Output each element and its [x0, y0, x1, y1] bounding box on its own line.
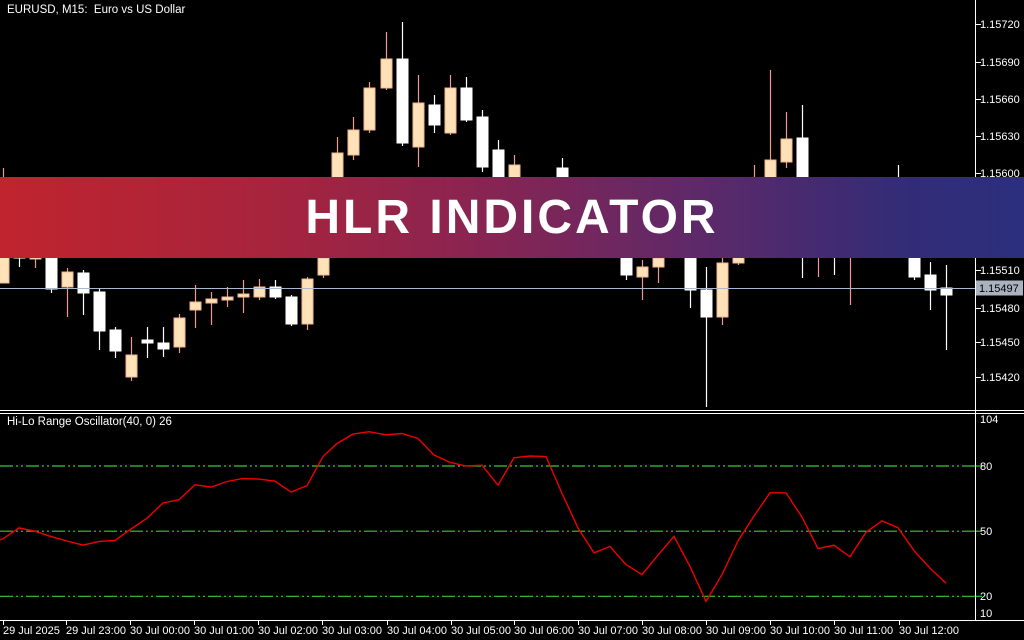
banner-title: HLR INDICATOR: [305, 190, 719, 244]
time-label: 30 Jul 08:00: [642, 625, 702, 637]
candle-bull: [347, 129, 360, 156]
price-label: 1.15420: [980, 372, 1020, 384]
time-label: 30 Jul 09:00: [706, 625, 766, 637]
candle-bear: [476, 116, 489, 168]
candle-bear: [157, 342, 170, 350]
time-label: 30 Jul 00:00: [130, 625, 190, 637]
price-label: 1.15690: [980, 57, 1020, 69]
time-label: 29 Jul 23:00: [66, 625, 126, 637]
oscillator-axis-label: 50: [980, 526, 992, 538]
candle-bear: [109, 329, 122, 352]
candle-bull: [221, 296, 234, 301]
candle-bull: [125, 354, 138, 378]
candle-bull: [652, 257, 665, 268]
oscillator-line: [0, 430, 947, 603]
time-label: 30 Jul 01:00: [194, 625, 254, 637]
oscillator-axis-label: 104: [980, 414, 998, 426]
price-label: 1.15510: [980, 265, 1020, 277]
candle-bear: [428, 104, 441, 126]
price-label: 1.15450: [980, 337, 1020, 349]
price-label: 1.15720: [980, 19, 1020, 31]
candle-bull: [253, 286, 266, 298]
candle-bull: [205, 298, 218, 304]
candle-bull: [237, 293, 250, 298]
candle-bull: [380, 58, 393, 89]
candle-bear: [93, 291, 106, 332]
time-label: 30 Jul 12:00: [899, 625, 959, 637]
candle-bear: [940, 287, 953, 296]
candle-bull: [363, 87, 376, 131]
time-label: 30 Jul 10:00: [770, 625, 830, 637]
time-label: 30 Jul 11:00: [834, 625, 893, 637]
oscillator-axis-label: 80: [980, 461, 992, 473]
current-price-badge-label: 1.15497: [979, 283, 1019, 295]
time-label: 29 Jul 2025: [3, 625, 60, 637]
candle-bull: [317, 257, 330, 276]
candle-bear: [285, 296, 298, 325]
promo-banner: HLR INDICATOR: [0, 177, 1024, 258]
candle-bear: [700, 289, 713, 318]
price-label: 1.15660: [980, 94, 1020, 106]
candle-bear: [141, 339, 154, 344]
candle-bull: [412, 102, 425, 148]
symbol-title: EURUSD, M15: Euro vs US Dollar: [7, 4, 186, 16]
candle-bull: [716, 262, 729, 318]
candle-bull: [173, 317, 186, 348]
time-label: 30 Jul 04:00: [387, 625, 447, 637]
candle-bull: [780, 138, 793, 163]
time-label: 30 Jul 02:00: [258, 625, 318, 637]
price-label: 1.15630: [980, 131, 1020, 143]
price-label: 1.15480: [980, 303, 1020, 315]
candle-bear: [924, 274, 937, 291]
current-price-badge: [976, 280, 1023, 296]
time-label: 30 Jul 05:00: [451, 625, 511, 637]
candle-bull: [636, 266, 649, 278]
time-label: 30 Jul 07:00: [578, 625, 638, 637]
indicator-title: Hi-Lo Range Oscillator(40, 0) 26: [7, 416, 172, 428]
oscillator-axis-label: 20: [980, 591, 992, 603]
candle-bear: [77, 272, 90, 294]
candle-bear: [460, 87, 473, 121]
candle-bull: [444, 87, 457, 134]
candle-bear: [269, 286, 282, 298]
time-label: 30 Jul 06:00: [514, 625, 574, 637]
candle-bull: [189, 301, 202, 311]
candle-bull: [61, 271, 74, 288]
oscillator-axis-label: 10: [980, 608, 992, 620]
candle-bear: [396, 58, 409, 144]
time-label: 30 Jul 03:00: [322, 625, 382, 637]
candle-bull: [301, 278, 314, 325]
